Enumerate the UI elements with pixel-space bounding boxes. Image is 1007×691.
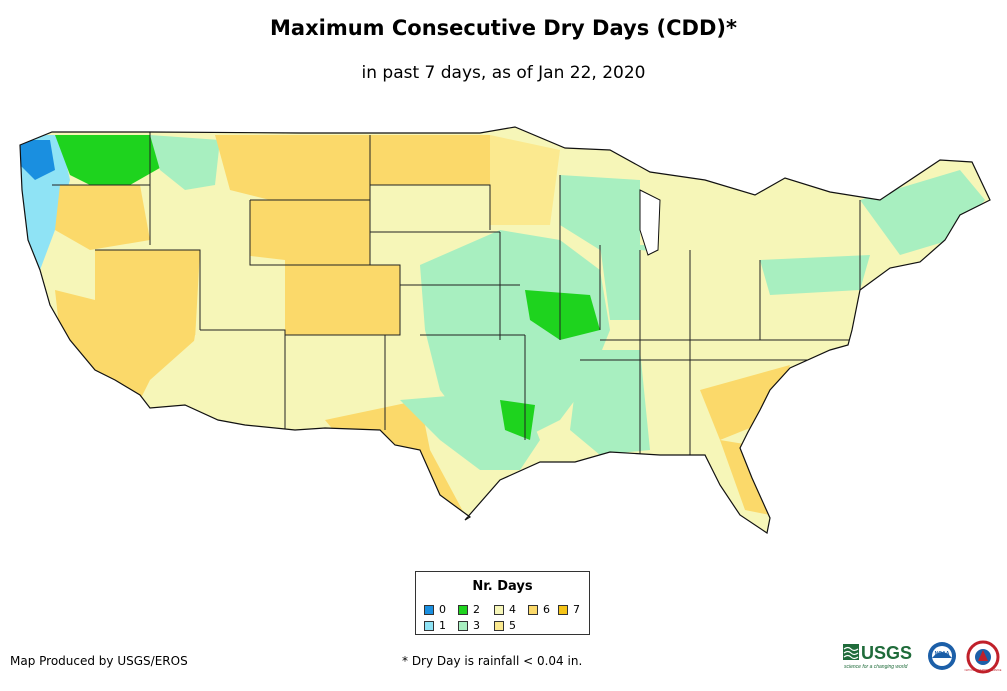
map-fill: [20, 127, 990, 533]
map-title: Maximum Consecutive Dry Days (CDD)*: [270, 16, 737, 40]
usgs-tagline: science for a changing world: [844, 664, 908, 670]
legend-item-5: 5: [494, 619, 516, 632]
legend-item-0: 0: [424, 603, 446, 616]
usgs-logo: USGS science for a changing world: [843, 643, 912, 670]
us-outline: [19, 126, 991, 534]
legend-item-7: 7: [558, 603, 580, 616]
legend-swatch: [424, 620, 434, 631]
nws-logo: NATIONAL WEATHER SERVICE: [965, 640, 1002, 674]
usgs-wordmark: USGS: [861, 643, 912, 663]
legend-item-2: 2: [458, 603, 480, 616]
lake-michigan: [639, 189, 661, 256]
legend-swatch: [424, 604, 434, 615]
legend-title: Nr. Days: [472, 579, 533, 594]
legend-item-3: 3: [458, 619, 480, 632]
dry-day-note: * Dry Day is rainfall < 0.04 in.: [402, 654, 583, 668]
noaa-logo: NOAA: [928, 642, 956, 670]
legend-swatch: [458, 604, 468, 615]
legend-swatch: [494, 604, 504, 615]
agency-logos: USGS science for a changing world NOAA N…: [843, 640, 1003, 674]
legend-swatch: [558, 604, 568, 615]
state-boundaries: [52, 132, 861, 460]
legend-item-1: 1: [424, 619, 446, 632]
legend-swatch: [528, 604, 538, 615]
map-subtitle: in past 7 days, as of Jan 22, 2020: [361, 63, 646, 83]
legend-swatch: [494, 620, 504, 631]
noaa-wordmark: NOAA: [935, 651, 950, 657]
nws-wordmark: NATIONAL WEATHER SERVICE: [965, 669, 1002, 672]
map-credit: Map Produced by USGS/EROS: [10, 654, 188, 668]
legend-box: Nr. Days 0 1 2 3 4 5 6 7: [415, 571, 590, 635]
legend-item-4: 4: [494, 603, 516, 616]
legend-item-6: 6: [528, 603, 550, 616]
legend-swatch: [458, 620, 468, 631]
